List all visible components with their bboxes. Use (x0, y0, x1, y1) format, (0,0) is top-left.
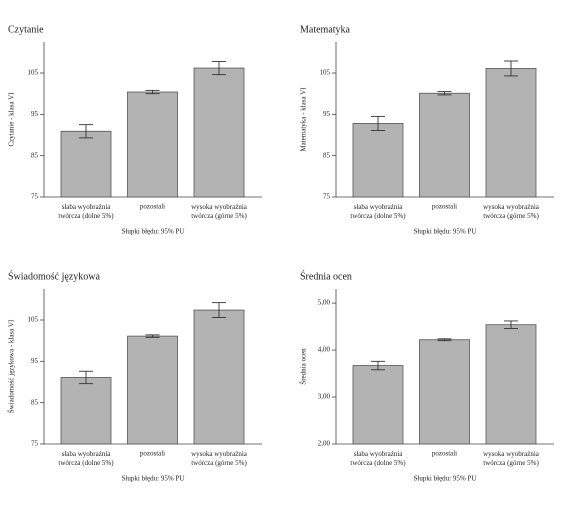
bar (419, 92, 470, 198)
error-bar (212, 60, 226, 76)
error-bar (504, 60, 518, 77)
x-tick-label: słaba wyobraźnia twórcza (dolne 5%) (350, 203, 406, 220)
bar (193, 309, 245, 445)
y-tick-label: 75 (31, 440, 39, 448)
y-tick-label: 75 (31, 193, 39, 201)
footnote: Słupki błędu: 95% PU (414, 475, 477, 483)
x-tick-label: wysoka wyobraźnia twórcza (górne 5%) (191, 450, 248, 467)
y-tick-label: 85 (31, 398, 39, 406)
x-tick-label: słaba wyobraźnia twórcza (dolne 5%) (58, 450, 114, 467)
x-tick-label: pozostali (140, 203, 165, 211)
x-tick-label: wysoka wyobraźnia twórcza (górne 5%) (483, 203, 540, 220)
bar (419, 339, 470, 445)
x-tick-label: wysoka wyobraźnia twórcza (górne 5%) (483, 450, 540, 467)
footnote: Słupki błędu: 95% PU (122, 475, 185, 483)
bar (60, 130, 112, 198)
bar (193, 67, 245, 198)
y-tick-label: 3,00 (318, 393, 331, 401)
error-bar (371, 115, 385, 131)
y-tick-label: 95 (323, 110, 331, 118)
y-tick-label: 105 (320, 69, 331, 77)
bar (352, 123, 404, 198)
error-bar (79, 124, 93, 139)
chart-title: Świadomość językowa (8, 270, 100, 282)
x-tick-label: słaba wyobraźnia twórcza (dolne 5%) (350, 450, 406, 467)
chart-title: Czytanie (8, 24, 44, 35)
bar (127, 91, 178, 198)
error-bar (79, 370, 93, 385)
x-tick-label: pozostali (140, 450, 165, 458)
footnote: Słupki błędu: 95% PU (122, 228, 185, 236)
y-tick-label: 105 (28, 69, 39, 77)
chart-title: Średnia ocen (300, 270, 352, 282)
y-tick-label: 2,00 (318, 440, 331, 448)
y-tick-label: 85 (323, 151, 331, 159)
bar (127, 335, 178, 445)
y-tick-label: 5,00 (318, 299, 331, 307)
y-axis-label: Matematyka - klasa VI (300, 87, 308, 152)
x-tick-label: pozostali (432, 450, 457, 458)
y-tick-label: 75 (323, 193, 331, 201)
y-tick-label: 85 (31, 151, 39, 159)
y-tick-label: 95 (31, 110, 39, 118)
error-bar (437, 338, 452, 342)
footnote: Słupki błędu: 95% PU (414, 228, 477, 236)
chart-title: Matematyka (300, 24, 351, 35)
y-tick-label: 4,00 (318, 346, 331, 354)
error-bar (437, 91, 452, 96)
error-bar (212, 302, 226, 318)
y-axis-label: Czytanie - klasa VI (8, 92, 16, 147)
x-tick-label: słaba wyobraźnia twórcza (dolne 5%) (58, 203, 114, 220)
x-tick-label: pozostali (432, 203, 457, 211)
y-axis-label: Średnia ocen (300, 348, 308, 385)
x-tick-label: wysoka wyobraźnia twórcza (górne 5%) (191, 203, 248, 220)
bar (352, 365, 404, 445)
error-bar (504, 320, 518, 329)
bar (485, 324, 537, 445)
bar (485, 68, 537, 198)
error-bar (371, 360, 385, 371)
y-tick-label: 95 (31, 357, 39, 365)
bar (60, 377, 112, 445)
y-axis-label: Świadomość językowa - klasa VI (8, 319, 16, 413)
y-tick-label: 105 (28, 316, 39, 324)
error-bar (145, 334, 160, 338)
error-bar (145, 89, 160, 95)
